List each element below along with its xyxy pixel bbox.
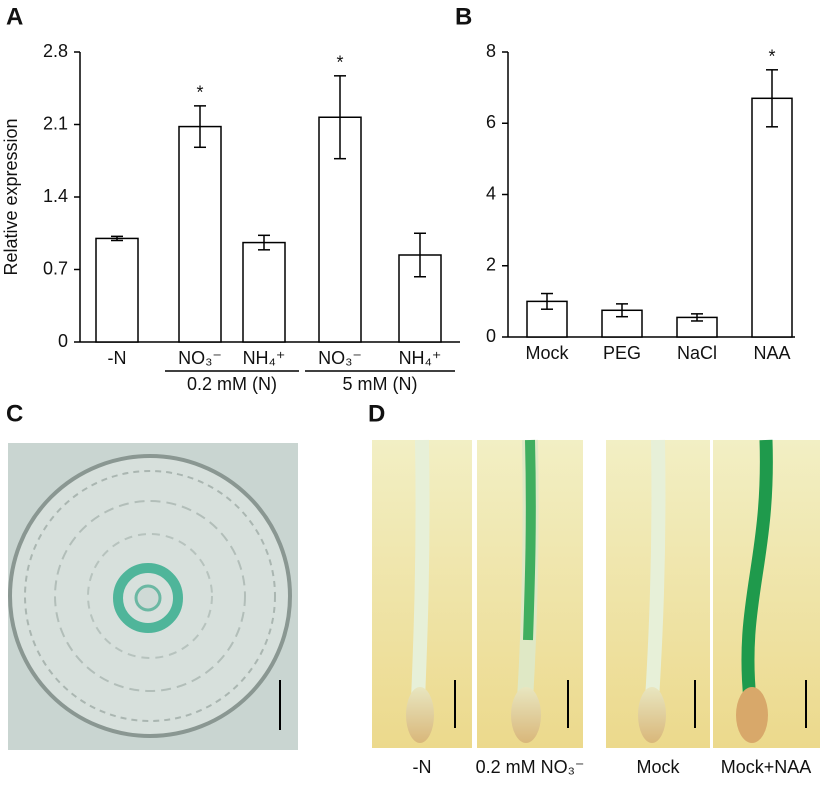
root-images	[372, 439, 820, 748]
significance-mark: *	[336, 53, 343, 73]
image-caption: Mock+NAA	[721, 757, 812, 777]
y-tick-label: 1.4	[43, 186, 68, 206]
y-tick-label: 0	[486, 326, 496, 346]
panel-label: D	[368, 400, 385, 427]
image-caption: Mock	[636, 757, 680, 777]
x-tick-label: -N	[108, 348, 127, 368]
significance-mark: *	[196, 83, 203, 103]
bar	[751, 97, 793, 338]
panel-label: B	[455, 3, 472, 30]
image-caption: 0.2 mM NO₃⁻	[476, 757, 585, 777]
panel-label: C	[6, 400, 23, 427]
x-tick-label: NO₃⁻	[318, 348, 362, 368]
y-axis-label: Relative expression	[1, 118, 21, 275]
x-tick-label: NH₄⁺	[399, 348, 442, 368]
group-label: 5 mM (N)	[343, 374, 418, 394]
bar	[178, 125, 222, 343]
x-tick-label: NaCl	[677, 343, 717, 363]
x-tick-label: PEG	[603, 343, 641, 363]
y-tick-label: 2.1	[43, 113, 68, 133]
y-tick-label: 2.8	[43, 41, 68, 61]
x-tick-label: NH₄⁺	[243, 348, 286, 368]
x-tick-label: Mock	[525, 343, 569, 363]
y-tick-label: 2	[486, 255, 496, 275]
image-caption: -N	[413, 757, 432, 777]
panel-label: A	[6, 3, 23, 30]
y-tick-label: 4	[486, 183, 496, 203]
significance-mark: *	[768, 47, 775, 67]
y-tick-label: 6	[486, 112, 496, 132]
y-tick-label: 8	[486, 41, 496, 61]
x-tick-label: NO₃⁻	[178, 348, 222, 368]
group-label: 0.2 mM (N)	[187, 374, 277, 394]
bar	[95, 237, 139, 343]
x-tick-label: NAA	[753, 343, 790, 363]
bar	[242, 241, 286, 343]
y-tick-label: 0.7	[43, 258, 68, 278]
root-section-image	[8, 443, 298, 750]
y-tick-label: 0	[58, 331, 68, 351]
